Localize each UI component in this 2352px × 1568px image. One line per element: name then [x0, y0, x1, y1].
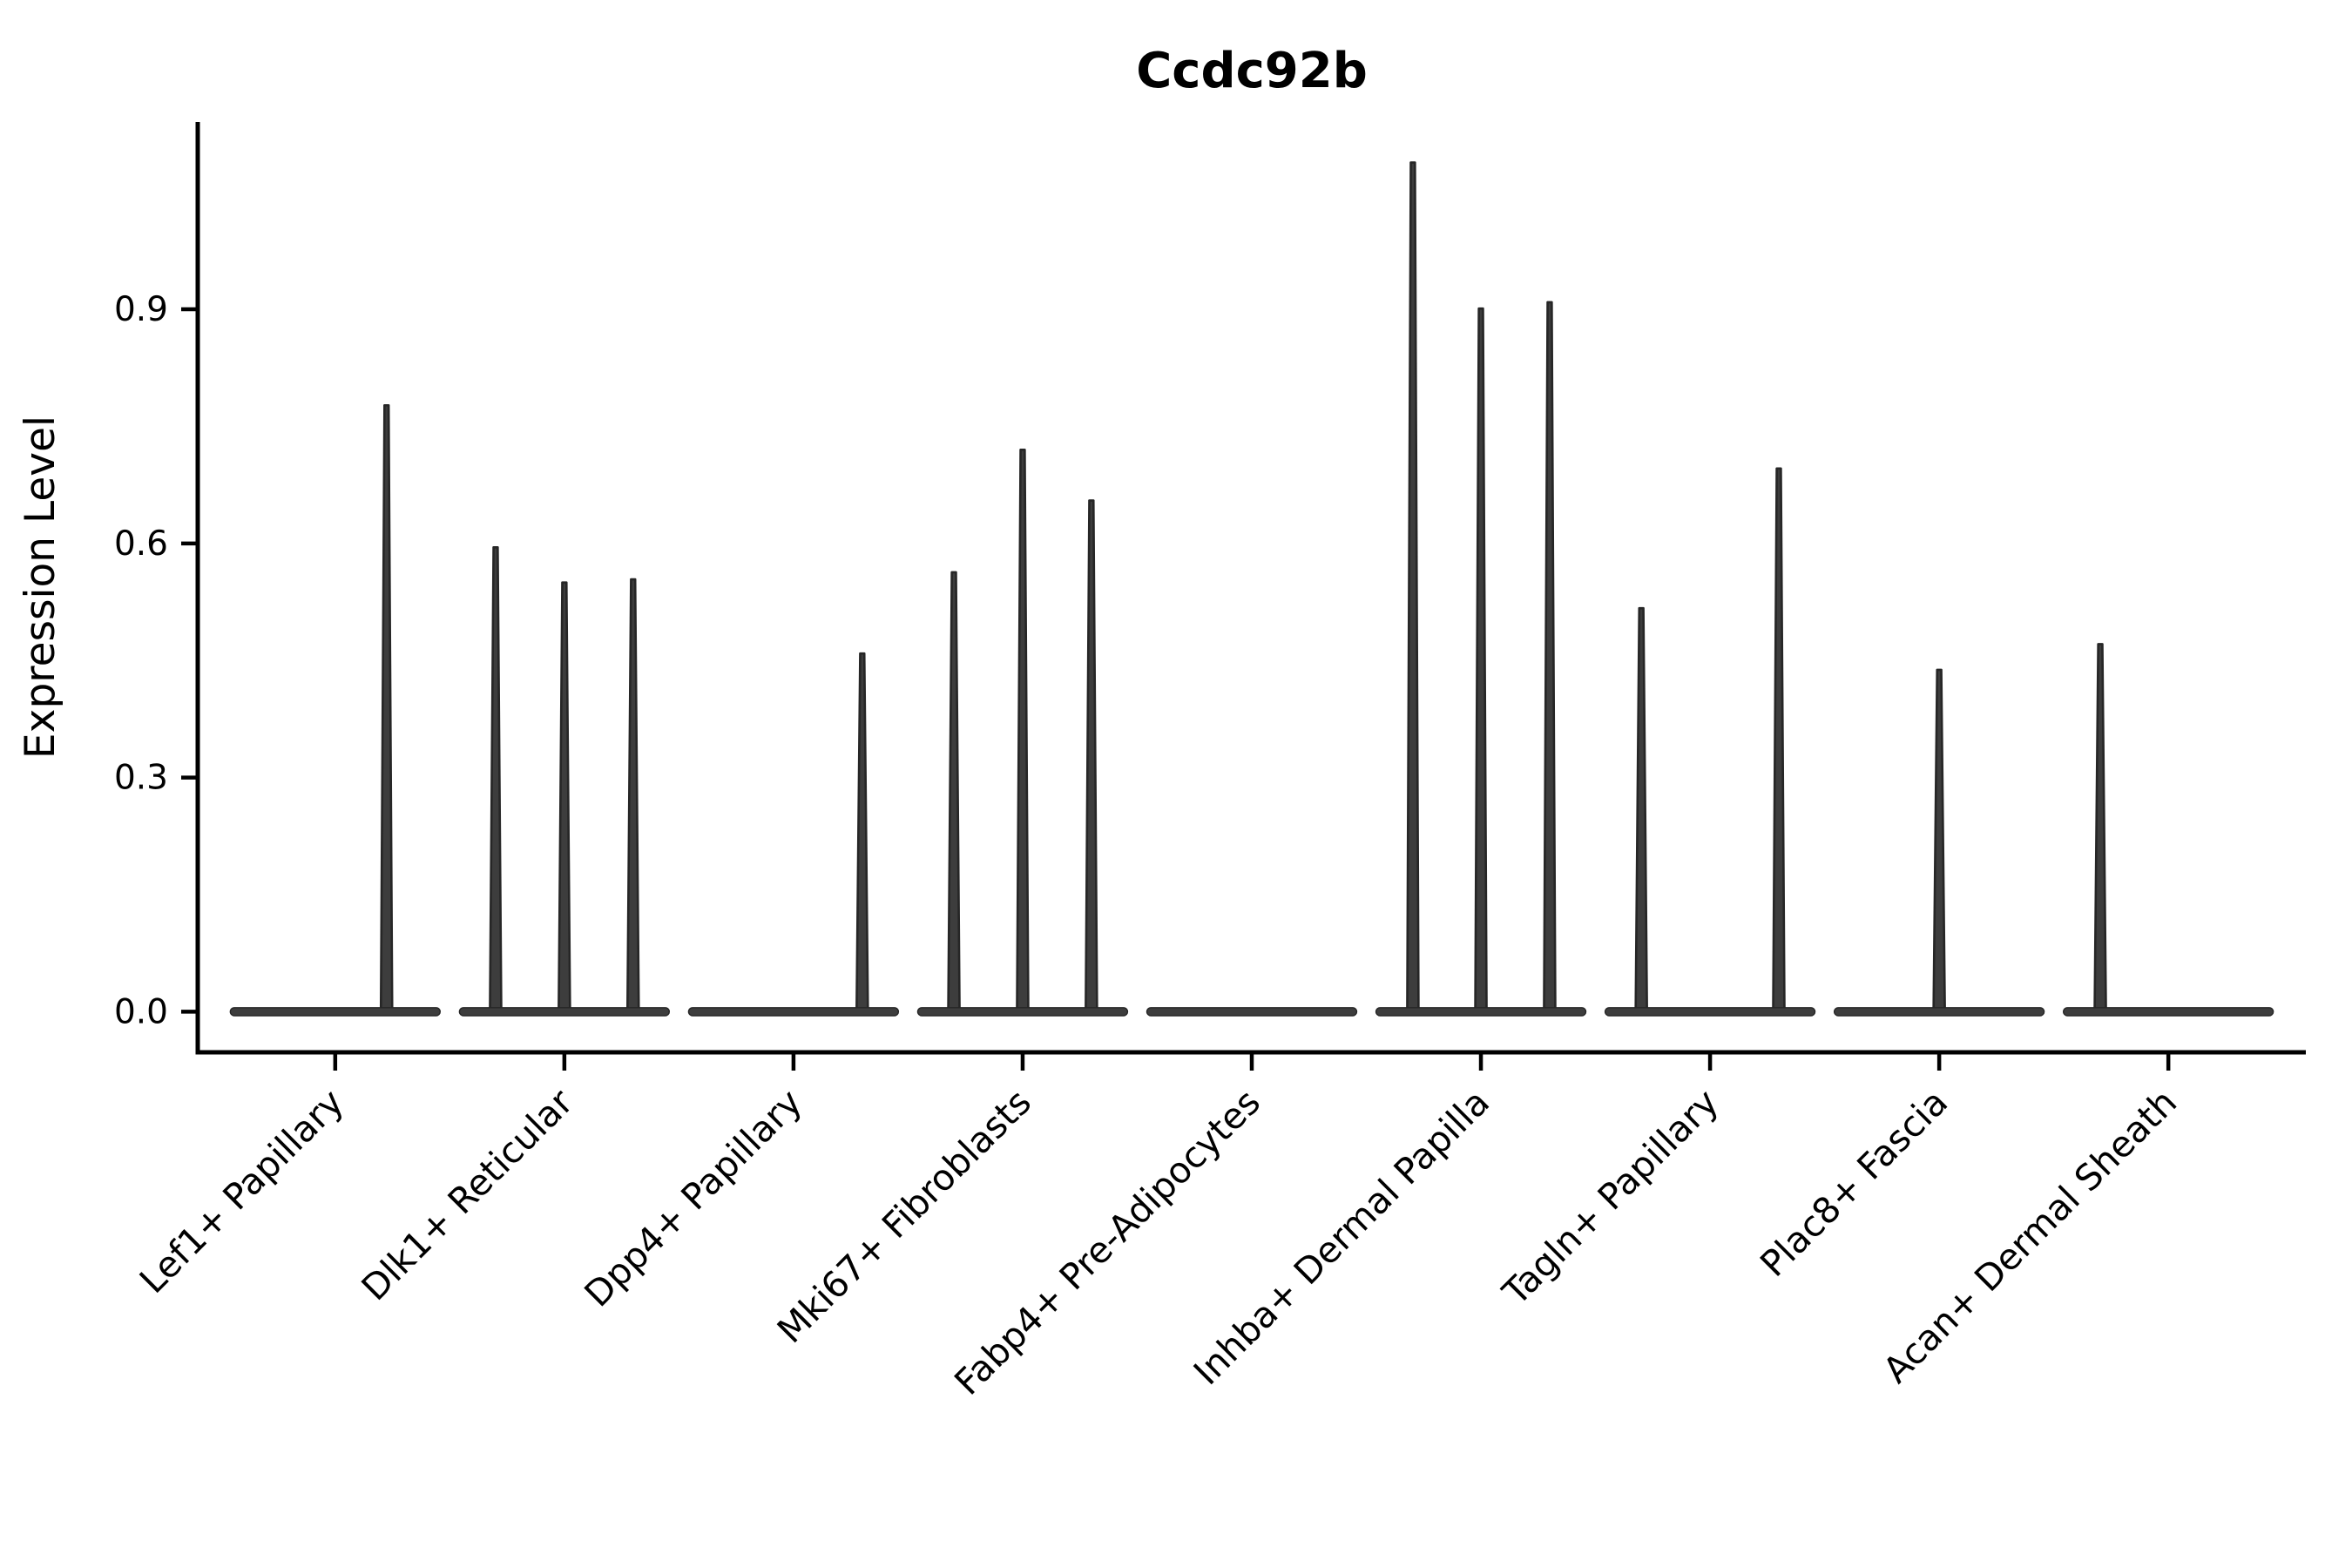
violin-spike [558, 581, 571, 1011]
violin-group: Mki67+ Fibroblasts [769, 449, 1129, 1351]
x-tick-label: Dlk1+ Reticular [354, 1081, 581, 1308]
y-axis-label: Expression Level [17, 416, 64, 759]
violin-base [1604, 1007, 1816, 1017]
violin-spike [855, 652, 869, 1011]
violin-group: Dpp4+ Papillary [577, 652, 900, 1315]
violin-group: Tagln+ Papillary [1494, 467, 1816, 1314]
violin-spike [1634, 606, 1648, 1011]
violin-spike [1932, 668, 1946, 1011]
violin-group: Acan+ Dermal Sheath [1875, 643, 2274, 1391]
violin-spike [1085, 499, 1098, 1011]
violin-spike [625, 578, 640, 1011]
violin-group: Dlk1+ Reticular [354, 546, 671, 1308]
violin-spike [947, 571, 961, 1011]
violin-spike [1474, 307, 1488, 1011]
x-tick-label: Tagln+ Papillary [1494, 1081, 1727, 1314]
violin-base [458, 1007, 671, 1017]
violin-spike [1543, 301, 1557, 1011]
violin-base [916, 1007, 1129, 1017]
violin-spike [1406, 161, 1420, 1011]
violin-spike [2093, 643, 2107, 1011]
violin-base [687, 1007, 900, 1017]
violin-group: Plac8+ Fascia [1752, 668, 2045, 1285]
violin-base [1375, 1007, 1587, 1017]
chart-title: Ccdc92b [1136, 43, 1368, 99]
violin-group: Lef1+ Papillary [132, 403, 442, 1301]
y-tick-label: 0.6 [114, 524, 168, 564]
violin-spike [379, 403, 394, 1011]
violin-group: Fabp4+ Pre-Adipocytes [946, 1007, 1358, 1403]
violin-base [229, 1007, 442, 1017]
violin-base [1146, 1007, 1358, 1017]
violin-spike [489, 546, 503, 1011]
violin-group: Inhba+ Dermal Papilla [1186, 161, 1587, 1393]
x-tick-label: Mki67+ Fibroblasts [769, 1081, 1039, 1351]
x-tick-label: Dpp4+ Papillary [577, 1081, 810, 1315]
y-tick-label: 0.0 [114, 992, 168, 1031]
violin-spike [1016, 449, 1030, 1011]
violin-spike [1772, 467, 1786, 1011]
y-tick-label: 0.3 [114, 759, 168, 798]
x-tick-label: Plac8+ Fascia [1752, 1081, 1956, 1285]
y-tick-label: 0.9 [114, 290, 168, 329]
violin-base [2062, 1007, 2274, 1017]
violin-base [1833, 1007, 2045, 1017]
x-tick-label: Lef1+ Papillary [132, 1081, 352, 1301]
